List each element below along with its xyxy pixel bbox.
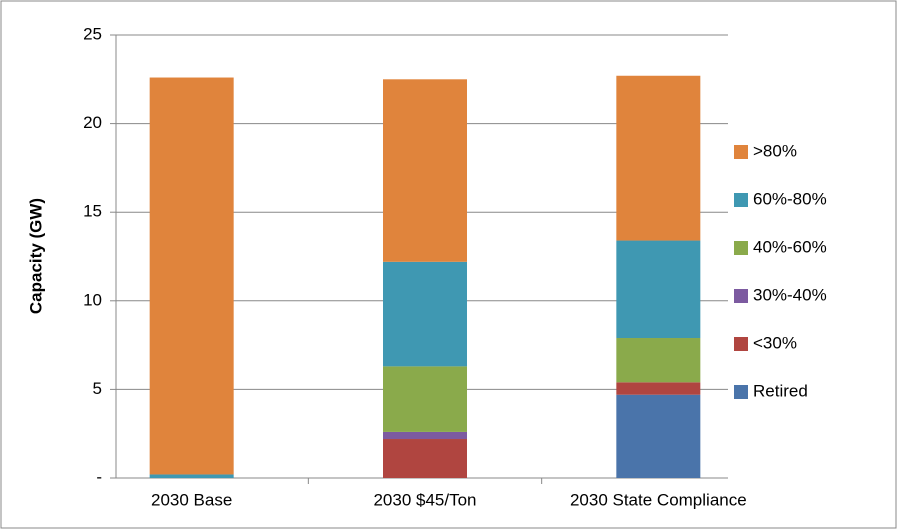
x-tick-label: 2030 State Compliance — [570, 490, 747, 509]
legend-swatch — [734, 241, 748, 255]
legend-swatch — [734, 337, 748, 351]
legend-label: 60%-80% — [753, 189, 827, 208]
bar-segment — [616, 382, 701, 395]
y-axis-label: Capacity (GW) — [26, 198, 45, 314]
legend-label: 30%-40% — [753, 285, 827, 304]
y-tick-label: 20 — [83, 113, 102, 132]
bar-segment — [149, 474, 234, 478]
legend-swatch — [734, 193, 748, 207]
bar-segment — [383, 431, 467, 440]
bar-segment — [383, 439, 467, 478]
bar-segment — [149, 77, 234, 475]
y-tick-label: 10 — [83, 290, 102, 309]
legend-label: <30% — [753, 333, 797, 352]
y-tick-label: - — [96, 467, 102, 486]
bar-segment — [616, 240, 701, 339]
bar-segment — [616, 75, 701, 241]
bar-segment — [383, 366, 467, 432]
y-tick-label: 15 — [83, 202, 102, 221]
bar-segment — [616, 338, 701, 383]
legend-label: 40%-60% — [753, 237, 827, 256]
y-tick-label: 5 — [93, 379, 102, 398]
bar-segment — [383, 261, 467, 367]
x-tick-label: 2030 Base — [151, 490, 232, 509]
legend-swatch — [734, 289, 748, 303]
bar-segment — [383, 79, 467, 262]
legend-swatch — [734, 385, 748, 399]
x-tick-label: 2030 $45/Ton — [373, 490, 476, 509]
legend-label: >80% — [753, 141, 797, 160]
legend-label: Retired — [753, 381, 808, 400]
bar-segment — [616, 394, 701, 478]
y-tick-label: 25 — [83, 24, 102, 43]
legend-swatch — [734, 145, 748, 159]
